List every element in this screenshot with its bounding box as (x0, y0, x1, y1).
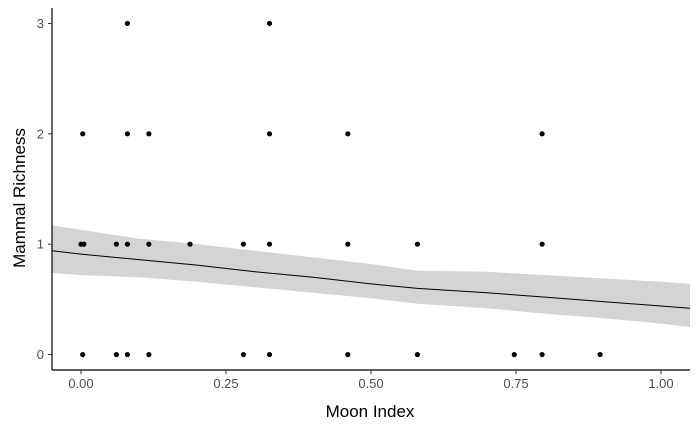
confidence-ribbon (52, 225, 690, 327)
data-point (81, 241, 87, 247)
axes-layer (48, 8, 690, 374)
data-point (345, 131, 351, 137)
data-point (414, 351, 420, 358)
data-point (266, 351, 273, 358)
x-tick-label: 0.75 (503, 376, 528, 391)
data-point (80, 131, 86, 137)
x-tick-label: 0.50 (358, 376, 383, 391)
data-point (345, 351, 351, 358)
data-point (124, 351, 130, 358)
data-point (146, 131, 152, 137)
trend-line (51, 250, 691, 309)
data-point (146, 241, 152, 247)
data-point (266, 20, 273, 27)
data-point (597, 351, 603, 358)
data-point (124, 131, 130, 137)
data-point (266, 131, 273, 137)
data-point (240, 351, 246, 358)
y-axis-title: Mammal Richness (10, 128, 29, 268)
data-point (266, 241, 273, 247)
data-point (187, 241, 193, 247)
data-points-layer (78, 20, 603, 358)
data-point (240, 241, 246, 247)
data-point (539, 241, 545, 247)
y-tick-label: 3 (37, 16, 44, 31)
x-tick-label: 0.00 (68, 376, 93, 391)
data-point (539, 131, 545, 137)
data-point (146, 351, 152, 358)
x-axis-title: Moon Index (326, 402, 415, 421)
data-point (511, 351, 517, 358)
x-tick-label: 1.00 (648, 376, 673, 391)
confidence-ribbon-layer (52, 225, 690, 327)
tick-labels-layer: 0.00 0.25 0.50 0.75 1.00 0 1 2 3 (37, 16, 674, 391)
data-point (80, 351, 86, 358)
y-tick-label: 1 (37, 237, 44, 252)
y-tick-label: 2 (37, 126, 44, 141)
data-point (124, 20, 130, 27)
x-tick-label: 0.25 (213, 376, 238, 391)
y-tick-label: 0 (37, 347, 44, 362)
data-point (414, 241, 420, 247)
data-point (113, 351, 119, 358)
data-point (345, 241, 351, 247)
data-point (113, 241, 119, 247)
data-point (124, 241, 130, 247)
data-point (539, 351, 545, 358)
trend-line-layer (51, 250, 691, 309)
